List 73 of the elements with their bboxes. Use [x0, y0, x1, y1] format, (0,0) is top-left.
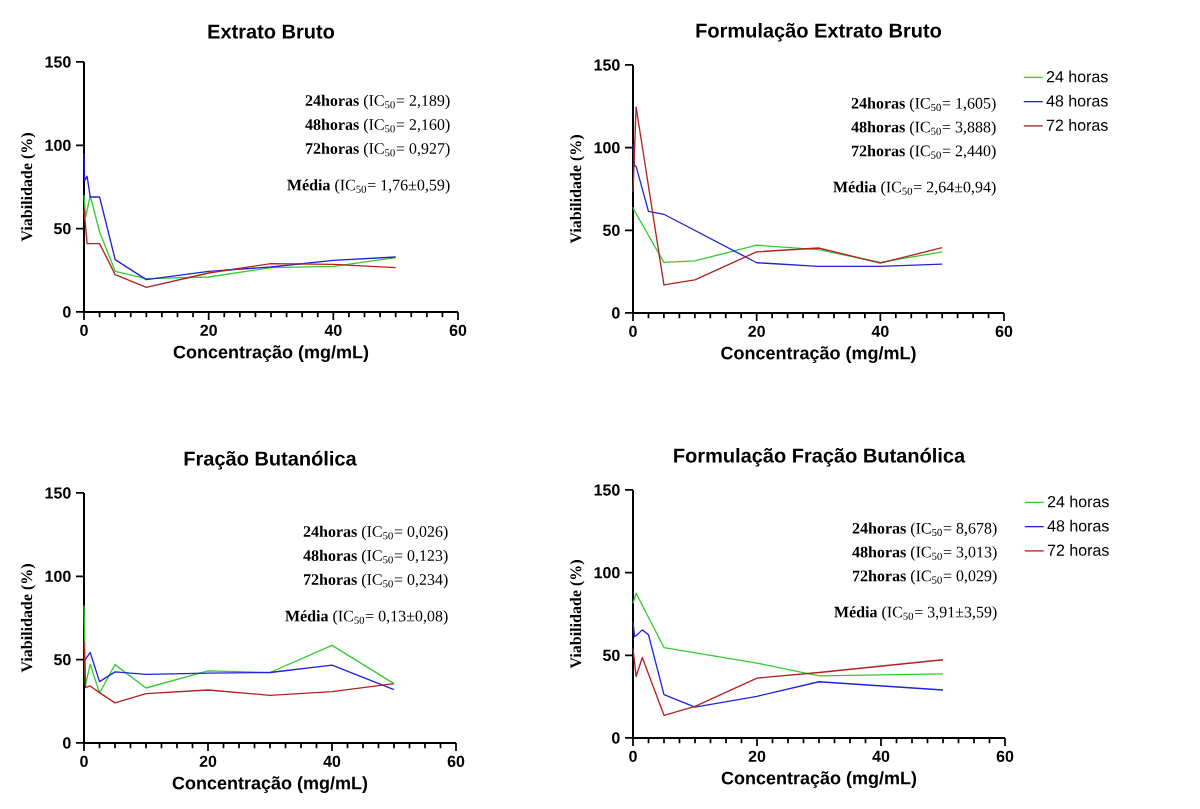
annotation: Média (IC$_{50}$= 2,64±0,94) [833, 181, 996, 196]
y-tick-label: 150 [594, 59, 620, 71]
x-axis-title: Concentração (mg/mL) [173, 345, 369, 363]
line-series [632, 206, 943, 264]
chart-title: Extrato Bruto [208, 24, 335, 39]
y-axis-title: Viabilidade (%) [569, 560, 585, 669]
annotation: 48horas (IC$_{50}$= 2,160) [305, 118, 450, 134]
annotation: 24horas (IC$_{50}$= 8,678) [852, 522, 997, 537]
x-tick-label: 60 [447, 755, 465, 768]
annotation: 48horas (IC$_{50}$= 3,888) [851, 121, 996, 136]
y-tick-label: 100 [594, 142, 620, 154]
line-series [83, 207, 397, 288]
y-tick-label: 150 [45, 56, 71, 68]
x-tick-label: 40 [323, 755, 341, 768]
legend-label: 24 horas [1046, 70, 1108, 83]
x-tick-label: 40 [871, 325, 889, 338]
annotation: 72horas (IC$_{50}$= 0,234) [303, 573, 448, 589]
y-axis-title: Viabilidade (%) [20, 133, 36, 242]
legend-label: 48 horas [1046, 94, 1108, 107]
annotation: 72horas (IC$_{50}$= 0,927) [305, 142, 450, 158]
y-tick-label: 0 [63, 306, 71, 318]
y-tick-label: 100 [45, 570, 71, 582]
annotation: 24horas (IC$_{50}$= 2,189) [305, 94, 450, 110]
y-tick-label: 50 [54, 222, 71, 235]
annotation: 72horas (IC$_{50}$= 2,440) [851, 145, 996, 160]
annotation: 24horas (IC$_{50}$= 0,026) [303, 525, 448, 541]
x-axis-title: Concentração (mg/mL) [721, 346, 916, 364]
legend-label: 72 horas [1046, 119, 1108, 131]
y-tick-label: 0 [63, 737, 71, 749]
y-axis-title: Viabilidade (%) [569, 135, 585, 244]
x-tick-label: 20 [200, 324, 217, 337]
x-axis-title: Concentração (mg/mL) [172, 776, 368, 794]
annotation: 24horas (IC$_{50}$= 1,605) [851, 97, 996, 112]
annotation: Média (IC$_{50}$= 0,13±0,08) [285, 610, 448, 625]
y-tick-label: 50 [603, 649, 620, 661]
annotation: Média (IC$_{50}$= 3,91±3,59) [834, 606, 997, 621]
x-tick-label: 20 [748, 325, 765, 338]
legend-label: 24 horas [1047, 495, 1109, 508]
chart-title: Fração Butanólica [184, 450, 357, 470]
x-tick-label: 60 [996, 750, 1014, 763]
x-axis-title: Concentração (mg/mL) [721, 771, 917, 789]
y-tick-label: 100 [45, 139, 71, 151]
x-tick-label: 0 [629, 750, 637, 763]
x-tick-label: 0 [80, 755, 88, 768]
legend-label: 72 horas [1047, 544, 1109, 556]
y-tick-label: 100 [594, 566, 620, 579]
x-tick-label: 20 [199, 755, 217, 768]
x-tick-label: 20 [748, 750, 766, 763]
legend-label: 48 horas [1047, 519, 1109, 532]
x-tick-label: 40 [324, 324, 342, 337]
x-tick-label: 40 [872, 750, 890, 763]
y-tick-label: 0 [612, 732, 620, 744]
line-series [83, 651, 395, 691]
annotation: 48horas (IC$_{50}$= 3,013) [852, 546, 997, 561]
chart-title: Formulação Extrato Bruto [696, 22, 942, 42]
line-series [83, 194, 397, 280]
y-tick-label: 50 [603, 224, 620, 236]
x-tick-label: 0 [80, 324, 88, 337]
x-tick-label: 60 [449, 324, 467, 337]
y-axis-title: Viabilidade (%) [20, 564, 36, 673]
y-tick-label: 0 [612, 307, 620, 319]
line-series [632, 647, 944, 716]
annotation: 48horas (IC$_{50}$= 0,123) [303, 549, 448, 565]
y-tick-label: 150 [45, 487, 71, 499]
y-tick-label: 150 [594, 484, 620, 496]
annotation: 72horas (IC$_{50}$= 0,029) [852, 570, 997, 585]
line-series [83, 640, 395, 704]
line-series [632, 620, 944, 708]
y-tick-label: 50 [54, 653, 71, 666]
chart-title: Formulação Fração Butanólica [674, 447, 966, 467]
annotation: Média (IC$_{50}$= 1,76±0,59) [287, 179, 450, 194]
x-tick-label: 60 [995, 325, 1013, 338]
x-tick-label: 0 [629, 325, 637, 338]
